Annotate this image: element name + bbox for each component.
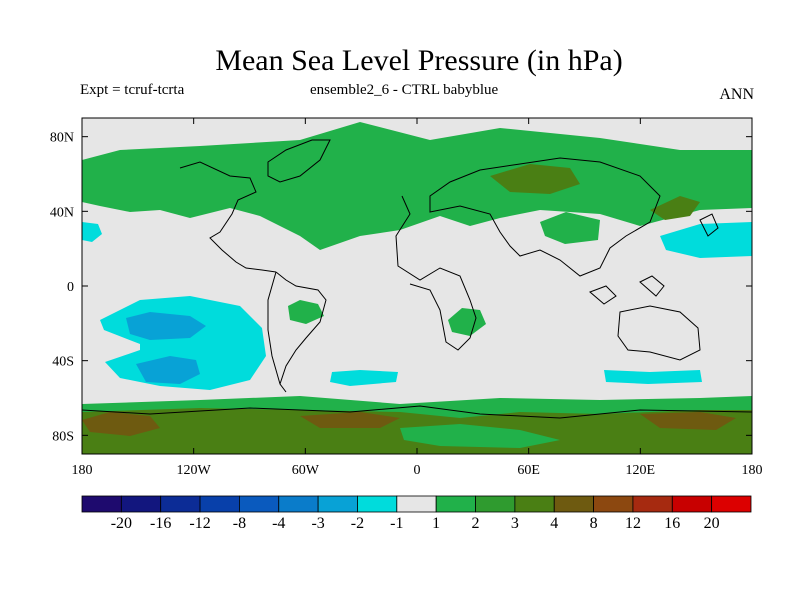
colorbar-swatch: [160, 495, 201, 513]
x-tick-label: 0: [414, 463, 421, 478]
colorbar-swatch: [278, 495, 319, 513]
x-tick-label: 180: [72, 463, 93, 478]
colorbar-swatch: [593, 495, 634, 513]
y-tick-label: 80N: [50, 131, 74, 146]
colorbar-label: 8: [590, 515, 598, 532]
colorbar-label: 20: [704, 515, 720, 532]
x-tick-label: 60E: [517, 463, 540, 478]
colorbar-label: -2: [351, 515, 364, 532]
colorbar-label: -4: [272, 515, 285, 532]
colorbar-swatch: [357, 495, 398, 513]
colorbar-label: -12: [189, 515, 210, 532]
colorbar-label: -1: [390, 515, 403, 532]
x-tick-label: 120W: [177, 463, 212, 478]
colorbar-label: -8: [233, 515, 246, 532]
colorbar-swatch: [317, 495, 358, 513]
y-axis: 80N 40N 0 40S 80S: [50, 131, 752, 444]
anomaly-region-green-africa: [448, 308, 486, 336]
anomaly-region-cyan-indian: [604, 370, 702, 384]
y-tick-label: 0: [67, 280, 74, 295]
map-plot-area: [82, 118, 752, 454]
y-tick-label: 80S: [52, 429, 74, 444]
colorbar-swatch: [239, 495, 280, 513]
anomaly-region-south-brown-3: [640, 412, 736, 430]
colorbar-swatch: [396, 495, 437, 513]
anomaly-region-cyan-north-pacific: [660, 222, 752, 258]
colorbar-label: -3: [311, 515, 324, 532]
colorbar-swatch: [435, 495, 476, 513]
x-tick-label: 180: [742, 463, 763, 478]
chart-title: Mean Sea Level Pressure (in hPa): [215, 44, 623, 77]
anomaly-region-north-dark-1: [490, 164, 580, 194]
colorbar-swatch: [671, 495, 713, 513]
colorbar-swatch: [711, 495, 752, 513]
colorbar-swatch: [632, 495, 673, 513]
x-axis: 180 120W 60W 0 60E 120E 180: [72, 118, 763, 478]
anomaly-region-north-dark-2: [650, 196, 700, 220]
colorbar-swatch: [514, 495, 555, 513]
anomaly-region-cyan-south-atlantic: [330, 370, 398, 386]
colorbar-label: 4: [550, 515, 558, 532]
period-label: ANN: [719, 86, 754, 103]
colorbar-label: 3: [511, 515, 519, 532]
anomaly-region-south-brown-1: [82, 412, 160, 436]
anomaly-region-cyan-west-edge: [82, 222, 102, 242]
colorbar-swatch: [475, 495, 516, 513]
experiment-label: Expt = tcruf-tcrta: [80, 82, 185, 98]
anomaly-region-south-green-pocket: [400, 424, 560, 448]
colorbar-label: 2: [472, 515, 480, 532]
colorbar: -20 -16 -12 -8 -4 -3 -2 -1 1 2 3 4 8 12 16 20: [81, 495, 752, 532]
y-tick-label: 40S: [52, 355, 74, 370]
y-tick-label: 40N: [50, 205, 74, 220]
anomaly-region-south-brown-2: [300, 412, 400, 428]
colorbar-swatch: [81, 495, 122, 513]
colorbar-swatch: [120, 495, 162, 513]
colorbar-label: 1: [432, 515, 440, 532]
colorbar-label: -20: [111, 515, 132, 532]
colorbar-label: 16: [664, 515, 680, 532]
x-tick-label: 120E: [626, 463, 656, 478]
anomaly-region-green-asia: [540, 212, 600, 244]
anomaly-region-north-green: [82, 122, 752, 250]
anomaly-region-blue-core-2: [136, 356, 200, 384]
run-label: ensemble2_6 - CTRL babyblue: [310, 82, 499, 98]
anomaly-region-green-atlantic: [288, 300, 324, 324]
anomaly-region-blue-core-1: [126, 312, 206, 340]
coastlines: [82, 139, 752, 419]
colorbar-swatch: [553, 495, 594, 513]
x-tick-label: 60W: [292, 463, 320, 478]
colorbar-label: -16: [150, 515, 171, 532]
colorbar-label: 12: [625, 515, 641, 532]
colorbar-swatch: [199, 495, 240, 513]
